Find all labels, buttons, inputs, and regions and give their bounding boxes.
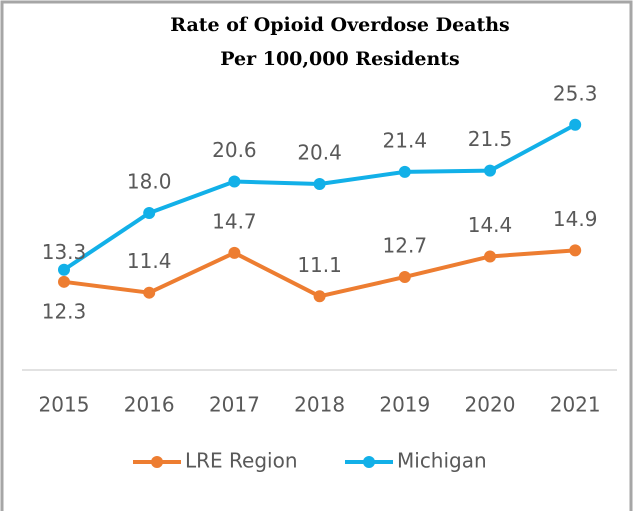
x-tick-label: 2018 xyxy=(294,393,345,417)
data-point xyxy=(398,165,411,178)
data-label: 14.7 xyxy=(212,209,257,233)
data-point xyxy=(313,290,326,303)
data-label: 11.4 xyxy=(127,249,172,273)
data-label: 20.4 xyxy=(297,140,342,164)
data-label: 21.4 xyxy=(383,128,428,152)
x-tick-label: 2021 xyxy=(550,393,601,417)
data-label: 14.4 xyxy=(468,213,513,237)
data-point xyxy=(228,175,241,188)
data-label: 11.1 xyxy=(297,253,342,277)
x-tick-label: 2016 xyxy=(124,393,175,417)
data-label: 12.7 xyxy=(383,233,428,257)
data-label: 13.3 xyxy=(42,240,87,264)
data-point xyxy=(484,250,496,263)
data-point xyxy=(569,118,582,131)
data-point xyxy=(484,164,496,177)
x-tick-label: 2017 xyxy=(209,393,260,417)
chart-title: Per 100,000 Residents xyxy=(220,48,460,70)
data-point xyxy=(143,206,156,219)
data-label: 12.3 xyxy=(42,299,87,323)
data-label: 20.6 xyxy=(212,138,257,162)
data-label: 25.3 xyxy=(553,81,598,105)
x-tick-label: 2019 xyxy=(379,393,430,417)
data-point xyxy=(398,270,411,283)
data-point xyxy=(58,263,70,276)
x-tick-label: 2015 xyxy=(39,393,90,417)
legend-label: Michigan xyxy=(397,449,487,473)
chart-title: Rate of Opioid Overdose Deaths xyxy=(170,14,510,36)
x-tick-label: 2020 xyxy=(465,393,516,417)
legend-marker xyxy=(151,456,163,468)
data-point xyxy=(228,246,241,259)
data-label: 14.9 xyxy=(553,207,598,231)
data-point xyxy=(569,244,582,257)
data-point xyxy=(313,177,326,190)
data-point xyxy=(58,275,70,288)
legend-marker xyxy=(363,456,375,468)
data-label: 18.0 xyxy=(127,169,172,193)
data-label: 21.5 xyxy=(468,127,513,151)
data-point xyxy=(143,286,156,299)
legend-label: LRE Region xyxy=(185,449,298,473)
